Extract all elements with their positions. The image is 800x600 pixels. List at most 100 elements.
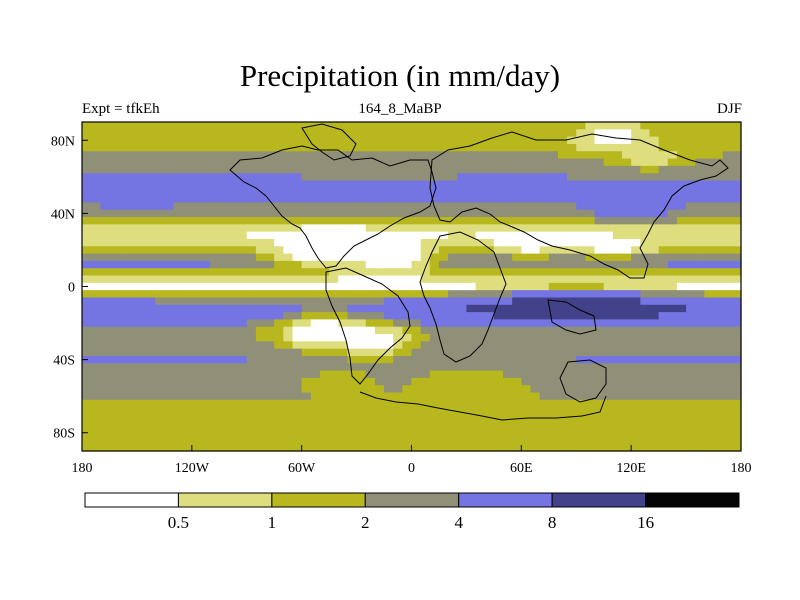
heatmap-cell bbox=[200, 312, 211, 320]
heatmap-cell bbox=[283, 414, 294, 423]
heatmap-cell bbox=[557, 319, 568, 328]
heatmap-cell bbox=[612, 136, 623, 145]
heatmap-cell bbox=[567, 407, 577, 416]
heatmap-cell bbox=[246, 399, 257, 408]
heatmap-cell bbox=[429, 407, 440, 416]
heatmap-cell bbox=[274, 180, 284, 189]
heatmap-cell bbox=[374, 407, 385, 416]
heatmap-cell bbox=[155, 143, 165, 152]
heatmap-cell bbox=[548, 312, 559, 320]
heatmap-cell bbox=[649, 173, 660, 182]
heatmap-cell bbox=[457, 392, 468, 401]
heatmap-cell bbox=[265, 238, 275, 247]
heatmap-cell bbox=[402, 253, 413, 262]
heatmap-cell bbox=[585, 180, 596, 189]
heatmap-cell bbox=[265, 260, 275, 269]
heatmap-cell bbox=[237, 195, 248, 204]
heatmap-cell bbox=[109, 195, 120, 204]
heatmap-cell bbox=[173, 195, 184, 204]
heatmap-cell bbox=[475, 217, 486, 225]
heatmap-cell bbox=[283, 377, 294, 386]
heatmap-cell bbox=[704, 151, 715, 160]
heatmap-cell bbox=[548, 268, 559, 277]
heatmap-cell bbox=[91, 151, 101, 160]
heatmap-cell bbox=[255, 363, 266, 372]
heatmap-cell bbox=[640, 136, 651, 145]
heatmap-cell bbox=[82, 224, 92, 233]
heatmap-cell bbox=[146, 260, 156, 269]
heatmap-cell bbox=[567, 385, 577, 394]
heatmap-cell bbox=[127, 173, 138, 182]
heatmap-cell bbox=[384, 158, 394, 167]
heatmap-cell bbox=[228, 238, 239, 247]
heatmap-cell bbox=[548, 348, 559, 357]
heatmap-cell bbox=[393, 202, 403, 211]
heatmap-cell bbox=[255, 151, 266, 160]
heatmap-cell bbox=[512, 143, 522, 152]
heatmap-cell bbox=[686, 268, 696, 277]
heatmap-cell bbox=[466, 348, 477, 357]
heatmap-cell bbox=[686, 224, 696, 233]
heatmap-cell bbox=[173, 224, 184, 233]
heatmap-cell bbox=[191, 122, 202, 130]
heatmap-cell bbox=[622, 260, 632, 269]
heatmap-cell bbox=[118, 319, 129, 328]
heatmap-cell bbox=[164, 136, 175, 145]
heatmap-cell bbox=[567, 217, 577, 225]
heatmap-cell bbox=[100, 180, 111, 189]
heatmap-cell bbox=[539, 180, 550, 189]
heatmap-cell bbox=[109, 202, 120, 211]
heatmap-cell bbox=[265, 297, 275, 306]
heatmap-cell bbox=[594, 407, 605, 416]
heatmap-cell bbox=[164, 348, 175, 357]
heatmap-cell bbox=[237, 443, 248, 452]
heatmap-cell bbox=[228, 436, 239, 445]
heatmap-cell bbox=[567, 334, 577, 342]
heatmap-cell bbox=[237, 304, 248, 313]
heatmap-cell bbox=[640, 319, 651, 328]
legend-label: 2 bbox=[361, 513, 370, 532]
heatmap-cell bbox=[347, 429, 358, 437]
heatmap-cell bbox=[493, 268, 504, 277]
heatmap-cell bbox=[402, 238, 413, 247]
heatmap-cell bbox=[255, 326, 266, 335]
heatmap-cell bbox=[173, 187, 184, 196]
heatmap-cell bbox=[448, 297, 458, 306]
heatmap-cell bbox=[109, 443, 120, 452]
heatmap-cell bbox=[274, 209, 284, 218]
heatmap-cell bbox=[393, 231, 403, 240]
heatmap-cell bbox=[274, 429, 284, 437]
heatmap-cell bbox=[100, 429, 111, 437]
heatmap-cell bbox=[530, 238, 541, 247]
heatmap-cell bbox=[731, 341, 742, 350]
heatmap-cell bbox=[118, 151, 129, 160]
heatmap-cell bbox=[557, 326, 568, 335]
heatmap-cell bbox=[603, 304, 614, 313]
heatmap-cell bbox=[585, 282, 596, 291]
heatmap-cell bbox=[310, 180, 321, 189]
heatmap-cell bbox=[713, 429, 724, 437]
heatmap-cell bbox=[182, 231, 193, 240]
heatmap-cell bbox=[393, 246, 403, 255]
heatmap-cell bbox=[493, 180, 504, 189]
heatmap-cell bbox=[100, 195, 111, 204]
heatmap-cell bbox=[640, 355, 651, 364]
heatmap-cell bbox=[182, 334, 193, 342]
heatmap-cell bbox=[530, 326, 541, 335]
heatmap-cell bbox=[667, 421, 678, 430]
heatmap-cell bbox=[475, 238, 486, 247]
heatmap-cell bbox=[246, 246, 257, 255]
heatmap-cell bbox=[420, 348, 431, 357]
heatmap-cell bbox=[91, 377, 101, 386]
heatmap-cell bbox=[219, 209, 230, 218]
heatmap-cell bbox=[146, 195, 156, 204]
heatmap-cell bbox=[713, 399, 724, 408]
heatmap-cell bbox=[686, 290, 696, 299]
heatmap-cell bbox=[146, 136, 156, 145]
heatmap-cell bbox=[365, 253, 376, 262]
heatmap-cell bbox=[374, 195, 385, 204]
heatmap-cell bbox=[274, 326, 284, 335]
heatmap-cell bbox=[658, 187, 669, 196]
heatmap-cell bbox=[557, 195, 568, 204]
heatmap-cell bbox=[100, 348, 111, 357]
